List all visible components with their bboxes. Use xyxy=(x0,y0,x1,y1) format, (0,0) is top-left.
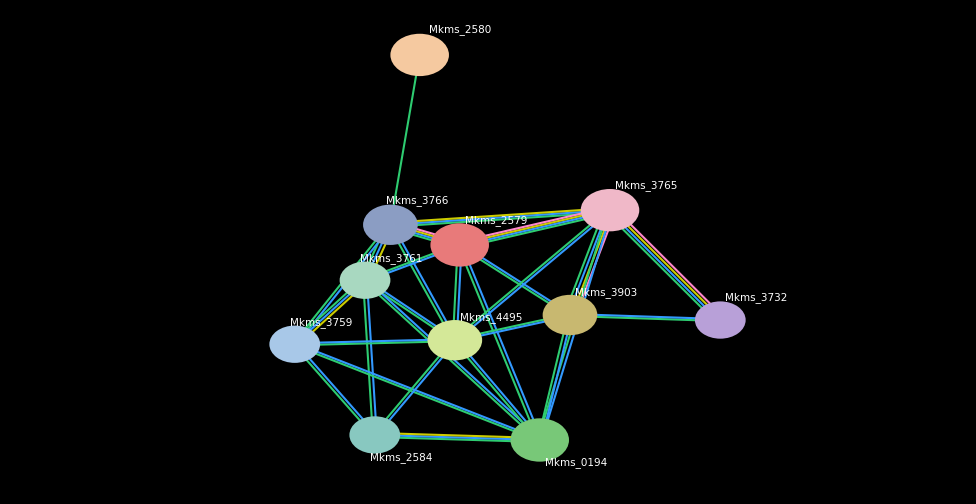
Text: Mkms_3903: Mkms_3903 xyxy=(575,287,637,298)
Ellipse shape xyxy=(390,34,449,76)
Ellipse shape xyxy=(430,223,489,267)
Text: Mkms_3732: Mkms_3732 xyxy=(725,292,788,303)
Ellipse shape xyxy=(363,205,418,245)
Text: Mkms_4495: Mkms_4495 xyxy=(460,312,522,324)
Text: Mkms_2580: Mkms_2580 xyxy=(429,24,492,35)
Text: Mkms_3766: Mkms_3766 xyxy=(386,195,448,206)
Text: Mkms_2579: Mkms_2579 xyxy=(465,215,527,226)
Ellipse shape xyxy=(427,320,482,360)
Ellipse shape xyxy=(695,301,746,339)
Text: Mkms_0194: Mkms_0194 xyxy=(545,457,607,468)
Ellipse shape xyxy=(581,189,639,231)
Text: Mkms_3761: Mkms_3761 xyxy=(360,253,423,264)
Ellipse shape xyxy=(510,418,569,462)
Text: Mkms_2584: Mkms_2584 xyxy=(370,452,432,463)
Ellipse shape xyxy=(269,326,320,363)
Text: Mkms_3759: Mkms_3759 xyxy=(290,317,352,328)
Text: Mkms_3765: Mkms_3765 xyxy=(615,180,677,192)
Ellipse shape xyxy=(349,416,400,454)
Ellipse shape xyxy=(543,295,597,335)
Ellipse shape xyxy=(340,262,390,299)
